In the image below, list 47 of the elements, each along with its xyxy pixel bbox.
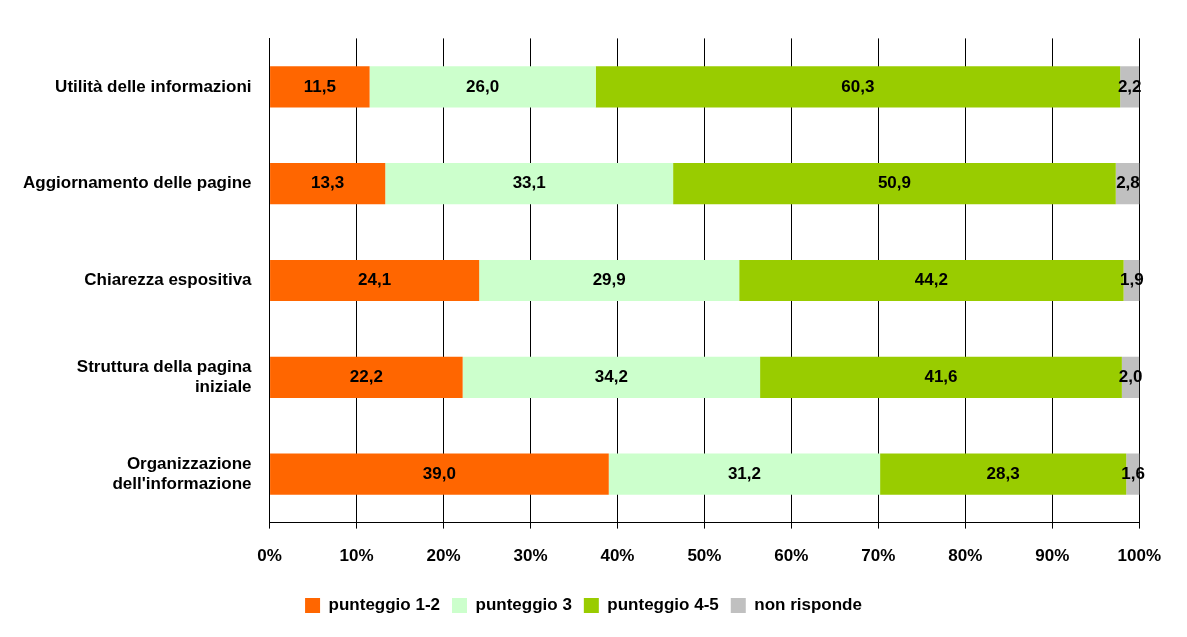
legend-label: non risponde	[754, 595, 862, 615]
data-label: 24,1	[358, 270, 392, 290]
data-label: 13,3	[311, 173, 345, 193]
bar	[462, 356, 761, 398]
x-tick-label: 60%	[774, 546, 809, 566]
x-tick-label: 20%	[426, 546, 461, 566]
bar	[270, 66, 370, 108]
data-label: 11,5	[303, 76, 336, 96]
x-tick-label: 90%	[1035, 546, 1070, 566]
x-tick-label: 50%	[687, 546, 722, 566]
legend-label: punteggio 3	[475, 595, 572, 615]
y-tick-label: Organizzazione dell'informazione	[112, 453, 252, 494]
bar	[270, 259, 480, 302]
bar	[270, 453, 609, 495]
bar	[270, 356, 463, 398]
bar	[369, 66, 596, 108]
legend-label: punteggio 1-2	[328, 595, 441, 615]
bar	[608, 453, 881, 495]
data-label: 29,9	[592, 270, 626, 290]
bar	[479, 259, 740, 302]
bar	[673, 163, 1116, 205]
data-label: 60,3	[841, 76, 875, 96]
data-label: 41,6	[924, 367, 958, 387]
data-label: 26,0	[466, 76, 500, 96]
legend-label: punteggio 4-5	[607, 595, 719, 615]
y-tick-label: Utilità delle informazioni	[55, 76, 252, 96]
x-tick-label: 40%	[600, 546, 635, 566]
data-label: 28,3	[986, 463, 1020, 483]
x-tick-label: 10%	[339, 546, 374, 566]
x-tick-label: 80%	[948, 546, 983, 566]
data-label: 22,2	[349, 367, 383, 387]
x-tick-label: 0%	[257, 546, 282, 566]
data-label: 31,2	[727, 463, 761, 483]
y-tick-label: Struttura della pagina iniziale	[76, 356, 253, 397]
x-tick-label: 70%	[861, 546, 896, 566]
bar	[385, 163, 674, 205]
data-label: 50,9	[877, 173, 911, 193]
x-tick-label: 30%	[513, 546, 548, 566]
bar	[270, 163, 386, 205]
x-tick-label: 100%	[1117, 546, 1161, 566]
data-label: 34,2	[594, 367, 628, 387]
data-label: 44,2	[914, 270, 948, 290]
y-tick-label: Chiarezza espositiva	[84, 270, 253, 290]
data-label: 39,0	[422, 463, 456, 483]
data-label: 33,1	[512, 173, 546, 193]
data-label: 2,8	[1116, 173, 1140, 193]
y-tick-label: Aggiornamento delle pagine	[22, 173, 252, 193]
